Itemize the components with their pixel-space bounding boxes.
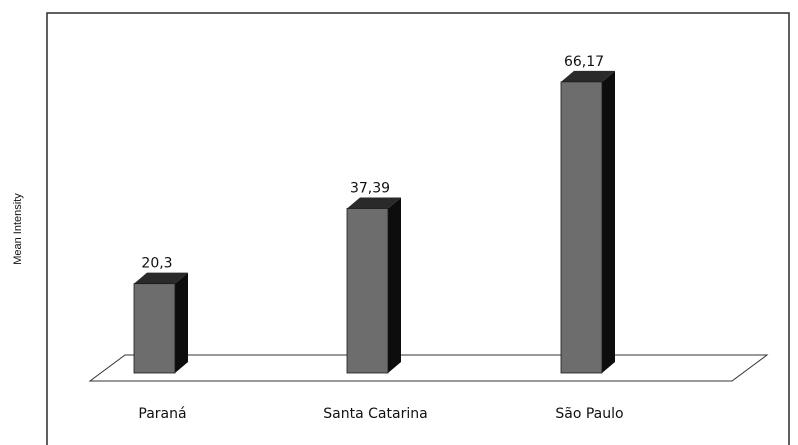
chart-frame <box>46 12 790 445</box>
bar-top <box>347 197 401 209</box>
bar <box>346 197 401 374</box>
bar-front <box>560 81 603 374</box>
bar-side <box>602 70 615 374</box>
category-labels: Paraná Santa Catarina São Paulo <box>138 406 623 422</box>
bar <box>560 70 615 374</box>
bar-top <box>134 272 188 284</box>
bar <box>133 272 188 374</box>
category-label: Santa Catarina <box>323 406 427 422</box>
data-label: 66,17 <box>564 54 604 70</box>
bar-front <box>133 283 176 374</box>
chart-floor <box>88 354 769 382</box>
bar-front <box>346 208 389 374</box>
category-label: São Paulo <box>555 406 623 422</box>
data-label: 20,3 <box>141 256 172 272</box>
y-axis-label: Mean Intensity <box>12 193 24 265</box>
bars-group: 20,3 37,39 66,17 <box>133 54 615 374</box>
data-label: 37,39 <box>350 180 390 196</box>
bar-side <box>175 272 188 373</box>
bar-top <box>561 70 615 82</box>
category-label: Paraná <box>138 406 186 422</box>
bar-side <box>388 197 401 373</box>
